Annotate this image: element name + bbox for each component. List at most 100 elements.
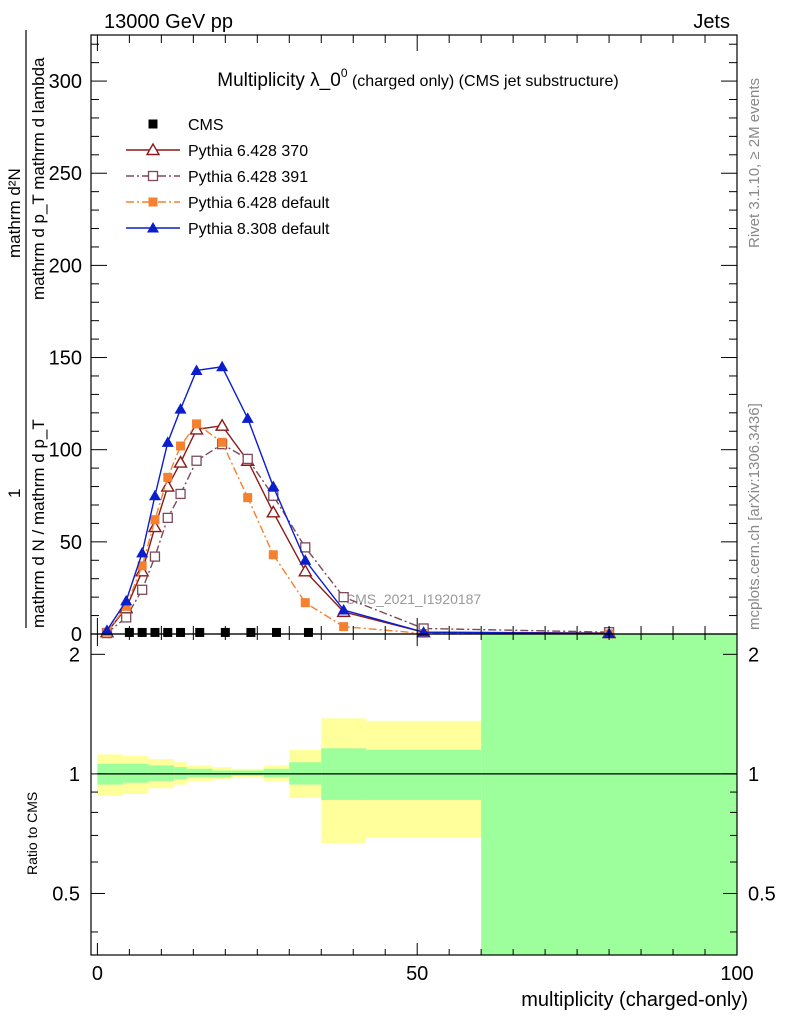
point-p6_391-4 — [162, 512, 173, 524]
point-p6_391-8 — [242, 453, 253, 465]
ratio-y-tick-label-right-1: 1 — [748, 764, 759, 786]
point-p8_default-6 — [190, 364, 203, 375]
ratio-y-tick-label-left-2: 2 — [69, 644, 80, 666]
point-p6_370-9 — [266, 504, 281, 518]
point-p6_default-7 — [217, 437, 227, 447]
legend-marker-p6_391 — [147, 170, 159, 182]
legend: CMS Pythia 6.428 370 Pythia 6.428 391 Pythi… — [126, 117, 330, 238]
point-p6_default-4 — [163, 472, 173, 482]
point-p6_default-1 — [121, 601, 131, 611]
legend-entry-p6_370: Pythia 6.428 370 — [126, 142, 308, 160]
series-line-p6_391 — [106, 443, 610, 634]
plot-title-main: Multiplicity λ_0 — [217, 70, 341, 91]
point-p8_default-11 — [337, 604, 350, 615]
ratio-y-tick-label-right-2: 2 — [748, 644, 759, 666]
ratio-y-tick-label-left-1: 1 — [69, 764, 80, 786]
point-p6_391-1 — [121, 612, 132, 623]
point-p8_default-10 — [299, 554, 312, 565]
axes: 0 50 100 0 50 100 150 200 250 300 0.5 0.5 1 1 2 2 — [49, 34, 776, 985]
point-p6_391-2 — [137, 584, 148, 595]
y-tick-label-250: 250 — [49, 163, 82, 185]
point-p6_default-11 — [339, 622, 349, 632]
point-cms-7 — [246, 627, 256, 637]
x-axis-label: multiplicity (charged-only) — [521, 989, 748, 1011]
point-cms-2 — [150, 627, 160, 637]
ratio-ylabel: Ratio to CMS — [24, 792, 40, 875]
ylabel-lead: 1 — [5, 489, 24, 498]
ratio-band-inner-3 — [174, 767, 187, 780]
ratio-band-inner-10 — [366, 749, 482, 800]
ylabel-top: mathrm d²N — [5, 168, 24, 258]
legend-label-p8_default: Pythia 8.308 default — [188, 221, 330, 238]
series-line-p6_default — [106, 422, 610, 635]
point-p6_370-6 — [189, 422, 204, 435]
legend-entry-cms: CMS — [148, 117, 224, 134]
ratio-bands — [97, 634, 737, 955]
process-label: Jets — [693, 11, 730, 33]
point-p8_default-8 — [241, 412, 254, 423]
point-p6_default-3 — [150, 515, 160, 525]
point-cms-1 — [137, 627, 147, 637]
legend-marker-cms — [148, 119, 158, 129]
ratio-frame — [90, 633, 738, 956]
legend-marker-p6_default — [148, 197, 158, 207]
point-cms-3 — [163, 627, 173, 637]
point-p6_391-3 — [149, 551, 161, 562]
point-p6_370-10 — [298, 563, 313, 577]
series-p6_391 — [101, 439, 615, 639]
point-p8_default-5 — [174, 403, 187, 414]
legend-entry-p8_default: Pythia 8.308 default — [126, 221, 330, 238]
ratio-band-inner-4 — [186, 768, 213, 778]
point-p6_391-11 — [338, 591, 349, 603]
point-p6_391-10 — [300, 542, 311, 553]
legend-label-cms: CMS — [188, 117, 224, 134]
analysis-label: CMS_2021_I1920187 — [345, 591, 481, 607]
point-p6_default-6 — [192, 419, 202, 429]
point-p6_370-5 — [173, 455, 188, 468]
point-p6_default-2 — [137, 561, 147, 571]
point-p8_default-4 — [161, 436, 174, 447]
main-plot — [99, 360, 617, 639]
legend-entry-p6_default: Pythia 6.428 default — [126, 195, 330, 212]
point-p8_default-9 — [267, 480, 280, 492]
y-tick-label-300: 300 — [49, 71, 82, 93]
point-p6_default-5 — [176, 441, 186, 451]
point-p6_391-5 — [175, 488, 186, 500]
point-p6_default-8 — [243, 493, 253, 503]
point-p8_default-1 — [120, 594, 133, 606]
ratio-y-tick-label-right-0.5: 0.5 — [748, 883, 776, 905]
point-p8_default-2 — [136, 546, 149, 558]
legend-label-p6_391: Pythia 6.428 391 — [188, 169, 308, 186]
point-p8_default-0 — [100, 624, 113, 635]
energy-label: 13000 GeV pp — [104, 11, 233, 33]
ratio-band-inner-1 — [122, 763, 149, 783]
y-tick-label-50: 50 — [60, 532, 82, 554]
legend-marker-p8_default — [147, 222, 159, 233]
x-tick-label-0: 0 — [92, 963, 103, 985]
mcplots-label: mcplots.cern.ch [arXiv:1306.3436] — [746, 403, 763, 630]
plot-title-suffix: (charged only) (CMS jet substructure) — [348, 73, 619, 90]
point-cms-8 — [271, 627, 281, 637]
y-tick-label-150: 150 — [49, 348, 82, 370]
y-tick-label-100: 100 — [49, 440, 82, 462]
point-cms-5 — [195, 627, 205, 637]
rivet-label: Rivet 3.1.10, ≥ 2M events — [746, 78, 763, 248]
ratio-band-inner-2 — [148, 765, 175, 781]
legend-marker-p6_370 — [145, 142, 161, 156]
y-tick-label-0: 0 — [71, 624, 82, 646]
point-p6_default-9 — [268, 550, 278, 560]
ratio-band-inner-6 — [231, 770, 264, 776]
legend-label-p6_370: Pythia 6.428 370 — [188, 143, 308, 160]
point-p8_default-7 — [216, 360, 229, 372]
ylabel-bottom: mathrm d p_T mathrm d lambda — [29, 57, 48, 300]
point-p6_391-6 — [191, 455, 202, 466]
ratio-band-inner-11 — [481, 634, 737, 955]
ylabel-under: mathrm d N / mathrm d p_T — [29, 419, 48, 628]
y-tick-label-200: 200 — [49, 255, 82, 277]
ratio-y-tick-label-left-0.5: 0.5 — [52, 883, 80, 905]
x-tick-label-100: 100 — [720, 963, 753, 985]
plot-title-sup: 0 — [341, 66, 348, 80]
plot-title: Multiplicity λ_00 (charged only) (CMS je… — [217, 66, 618, 91]
series-cms — [124, 627, 313, 637]
